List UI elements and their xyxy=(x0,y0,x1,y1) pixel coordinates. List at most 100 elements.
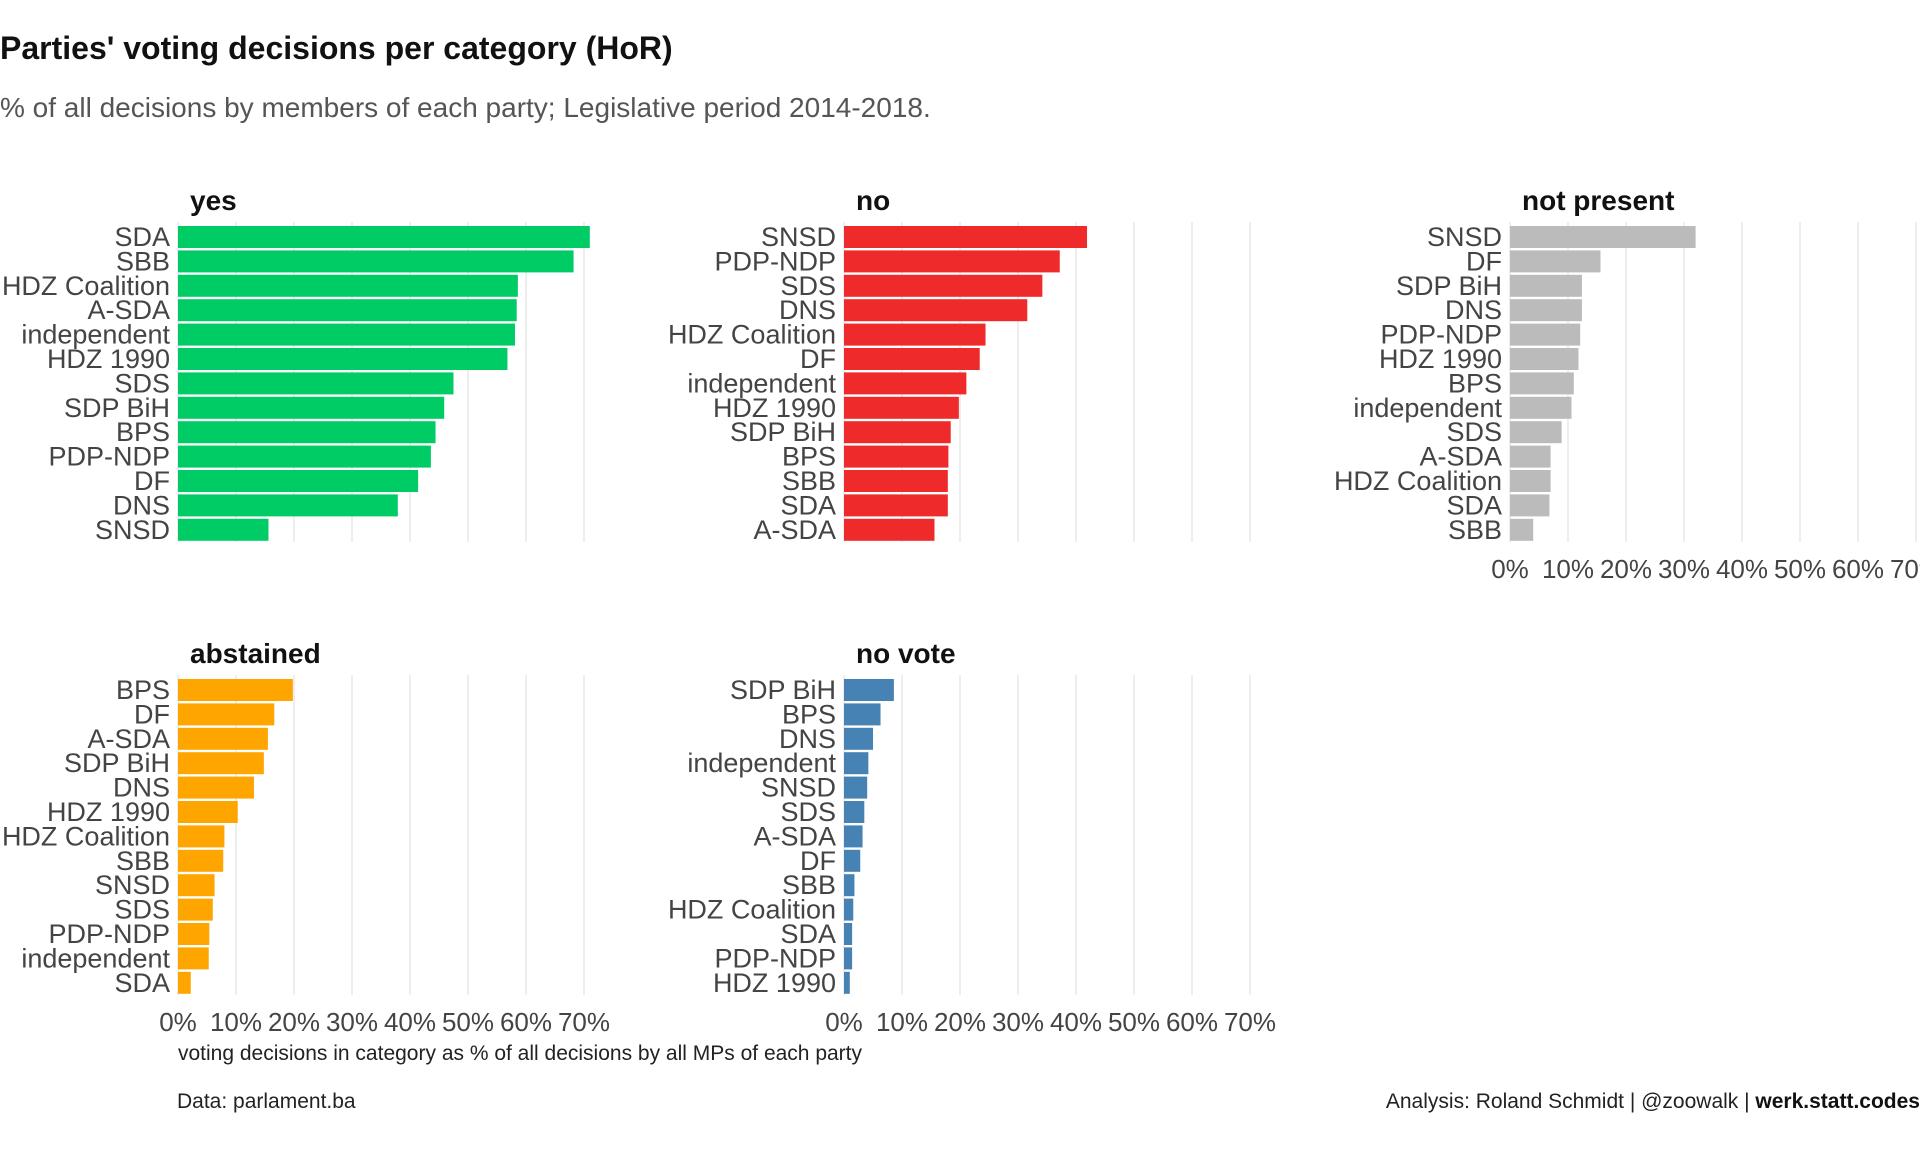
category-label: PDP-NDP xyxy=(48,919,170,949)
bar xyxy=(178,679,293,701)
category-label: BPS xyxy=(116,417,170,447)
category-label: HDZ Coalition xyxy=(668,320,836,350)
bar xyxy=(178,518,269,541)
analysis-credit: Analysis: Roland Schmidt | @zoowalk | xyxy=(1385,1090,1756,1113)
bar xyxy=(178,250,574,273)
site-credit: werk.statt.codes xyxy=(1755,1090,1920,1113)
bar xyxy=(178,727,268,750)
category-label: DNS xyxy=(779,295,836,325)
category-label: BPS xyxy=(116,675,170,705)
bar xyxy=(178,372,454,395)
bar xyxy=(1510,226,1696,248)
category-label: SDP BiH xyxy=(64,748,170,778)
bar xyxy=(178,274,518,297)
bar xyxy=(844,250,1060,273)
bar xyxy=(844,801,865,823)
bar xyxy=(844,947,853,970)
category-label: A-SDA xyxy=(753,515,836,545)
bar xyxy=(844,348,980,370)
category-label: A-SDA xyxy=(87,724,170,754)
category-label: DF xyxy=(134,466,170,496)
category-label: SDP BiH xyxy=(730,675,836,705)
chart-subtitle: % of all decisions by members of each pa… xyxy=(0,92,931,123)
category-label: SNSD xyxy=(1427,222,1502,252)
bar xyxy=(844,971,850,994)
category-label: SDP BiH xyxy=(64,393,170,423)
category-label: HDZ 1990 xyxy=(47,344,170,374)
bar xyxy=(844,727,873,750)
facet-panel-no-vote: no vote SDP BiHBPSDNSindependentSNSDSDSA-… xyxy=(668,638,1276,1037)
bar xyxy=(844,679,894,701)
category-label: SDS xyxy=(114,895,170,925)
bar xyxy=(178,445,431,468)
x-tick-label: 70% xyxy=(1890,554,1920,584)
x-tick-label: 60% xyxy=(500,1007,552,1037)
category-label: HDZ 1990 xyxy=(47,797,170,827)
category-label: SBB xyxy=(116,246,170,276)
bar xyxy=(1510,323,1581,346)
x-tick-label: 50% xyxy=(1774,554,1826,584)
bar xyxy=(1510,299,1582,322)
bar xyxy=(178,323,515,346)
bar xyxy=(178,494,398,517)
category-label: independent xyxy=(21,943,170,973)
category-label: PDP-NDP xyxy=(714,943,836,973)
x-tick-label: 70% xyxy=(1224,1007,1276,1037)
facet-title: yes xyxy=(190,185,237,216)
category-label: SDA xyxy=(114,222,170,252)
bar xyxy=(844,874,855,897)
x-tick-label: 20% xyxy=(268,1007,320,1037)
bar xyxy=(844,445,949,468)
x-tick-label: 60% xyxy=(1166,1007,1218,1037)
category-label: HDZ 1990 xyxy=(1379,344,1502,374)
bar xyxy=(1510,348,1579,370)
bar xyxy=(844,396,959,419)
bar xyxy=(844,470,948,492)
bar xyxy=(178,825,225,848)
bar xyxy=(1510,494,1550,517)
x-tick-label: 0% xyxy=(825,1007,863,1037)
category-label: HDZ Coalition xyxy=(668,895,836,925)
category-label: HDZ Coalition xyxy=(1334,466,1502,496)
category-label: DNS xyxy=(1445,295,1502,325)
bar xyxy=(178,421,436,444)
bar xyxy=(844,825,863,848)
bar xyxy=(178,776,254,799)
category-label: BPS xyxy=(782,699,836,729)
bar xyxy=(1510,274,1582,297)
facet-title: no xyxy=(856,185,890,216)
bar xyxy=(178,947,209,970)
bar xyxy=(844,849,861,872)
category-label: independent xyxy=(687,748,836,778)
x-tick-label: 20% xyxy=(934,1007,986,1037)
facet-title: no vote xyxy=(856,638,956,669)
category-label: HDZ 1990 xyxy=(713,393,836,423)
bar xyxy=(844,776,868,799)
chart-title: Parties' voting decisions per category (… xyxy=(0,30,673,66)
bar xyxy=(844,923,853,945)
x-tick-label: 20% xyxy=(1600,554,1652,584)
bar xyxy=(844,274,1043,297)
category-label: DNS xyxy=(113,490,170,520)
bar xyxy=(844,494,948,517)
category-label: SDP BiH xyxy=(730,417,836,447)
bar xyxy=(844,898,854,921)
bar xyxy=(178,299,517,322)
category-label: SBB xyxy=(782,466,836,496)
bar xyxy=(1510,396,1572,419)
bar xyxy=(844,518,935,541)
category-label: DF xyxy=(800,344,836,374)
category-label: PDP-NDP xyxy=(48,442,170,472)
category-label: DF xyxy=(1466,246,1502,276)
x-axis-label: voting decisions in category as % of all… xyxy=(178,1042,863,1065)
category-label: A-SDA xyxy=(1419,442,1502,472)
bar xyxy=(1510,445,1551,468)
bar xyxy=(178,849,224,872)
category-label: HDZ Coalition xyxy=(2,271,170,301)
bar xyxy=(1510,421,1562,444)
